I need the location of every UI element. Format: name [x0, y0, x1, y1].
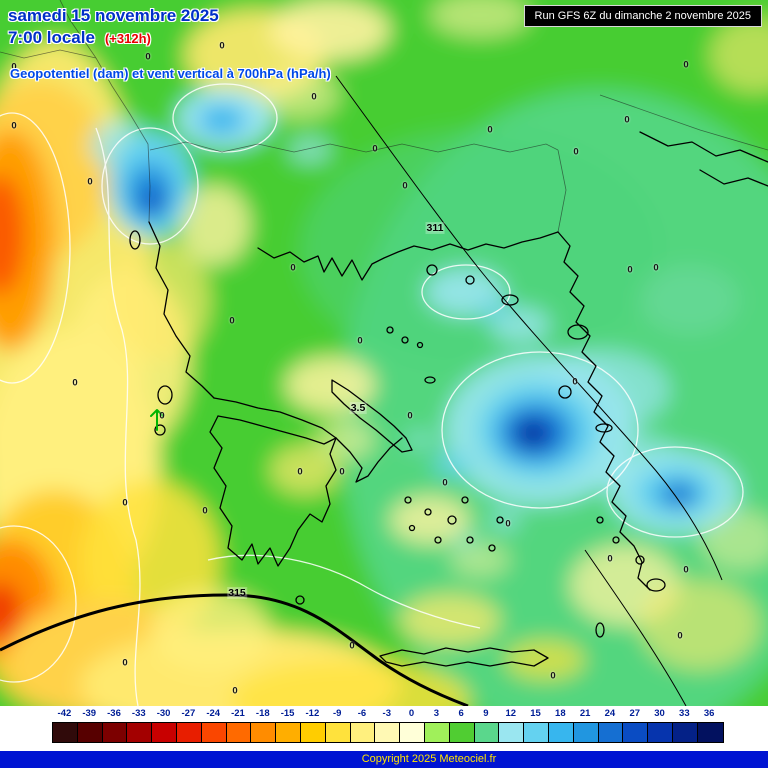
colorbar-tick: -42: [57, 708, 72, 719]
colorbar-cell: [176, 723, 202, 742]
colorbar-tick: -39: [82, 708, 97, 719]
colorbar-tick: -15: [280, 708, 295, 719]
map-image: 0 0 0 0 0 0 0 0 0 0 0 0 0 0 0 0 0 0 0 0 0 0 0 0 0 0 0 0 0 0 0 0 0 0 311 315…: [0, 0, 768, 706]
colorbar-cell: [400, 723, 425, 742]
colorbar-tick: 33: [679, 708, 690, 719]
colorbar-tick: -33: [131, 708, 146, 719]
colorbar-tick: 12: [505, 708, 517, 719]
colorbar-cell: [672, 723, 698, 742]
colorbar-cell: [697, 723, 723, 742]
colorbar-tick: -30: [156, 708, 171, 719]
colorbar-cell: [201, 723, 227, 742]
forecast-date: samedi 15 novembre 2025: [8, 6, 219, 25]
colorbar-cell: [375, 723, 401, 742]
colorbar-tick: 0: [408, 708, 415, 719]
colorbar-tick: 27: [629, 708, 641, 719]
colorbar: [52, 722, 724, 743]
colorbar-cell: [548, 723, 574, 742]
colorbar-cell: [474, 723, 500, 742]
colorbar-tick: -6: [357, 708, 367, 719]
colorbar-cell: [573, 723, 599, 742]
map-subtitle: Geopotentiel (dam) et vent vertical à 70…: [10, 66, 331, 81]
colorbar-cell: [251, 723, 277, 742]
coastlines: [129, 131, 768, 667]
colorbar-cell: [648, 723, 673, 742]
colorbar-tick: -36: [107, 708, 121, 719]
colorbar-tick: 21: [579, 708, 591, 719]
colorbar-tick: 6: [458, 708, 464, 719]
colorbar-cell: [127, 723, 153, 742]
colorbar-cell: [276, 723, 301, 742]
forecast-offset: (+312h): [104, 31, 151, 46]
colorbar-tick: -18: [255, 708, 270, 719]
geopotential-contours: [0, 75, 723, 706]
colorbar-cell: [598, 723, 624, 742]
colorbar-cell: [77, 723, 103, 742]
copyright-bar: Copyright 2025 Meteociel.fr: [0, 751, 768, 768]
colorbar-tick: 36: [703, 708, 715, 719]
colorbar-cell: [152, 723, 177, 742]
colorbar-tick: 24: [604, 708, 616, 719]
forecast-time-text: 7:00 locale: [8, 28, 95, 47]
colorbar-cell: [300, 723, 326, 742]
colorbar-tick: 9: [483, 708, 489, 719]
colorbar-cell: [623, 723, 649, 742]
colorbar-cell: [102, 723, 128, 742]
colorbar-tick: -24: [206, 708, 221, 719]
legend: -42 -39 -36 -33 -30 -27 -24 -21 -18 -15 -12 -9 -6 -3 0…: [0, 706, 768, 751]
colorbar-ticks: -42 -39 -36 -33 -30 -27 -24 -21 -18 -15 -12 -9 -6 -3 0…: [52, 708, 722, 719]
colorbar-tick: -3: [382, 708, 391, 719]
colorbar-tick: 18: [555, 708, 566, 719]
colorbar-cell: [53, 723, 78, 742]
forecast-time: 7:00 locale (+312h): [8, 28, 151, 48]
colorbar-cell: [499, 723, 525, 742]
colorbar-tick: -27: [181, 708, 196, 719]
map-svg: [0, 0, 768, 706]
colorbar-tick: 15: [530, 708, 541, 719]
colorbar-tick: 3: [433, 708, 439, 719]
colorbar-cell: [226, 723, 252, 742]
colorbar-tick: -21: [231, 708, 245, 719]
colorbar-cell: [524, 723, 549, 742]
colorbar-tick: -9: [332, 708, 342, 719]
colorbar-cell: [449, 723, 475, 742]
colorbar-tick: 30: [654, 708, 665, 719]
country-borders: [0, 0, 768, 233]
wind-arrow-icon: [150, 409, 164, 431]
zero-contours: [0, 83, 744, 706]
colorbar-cell: [424, 723, 450, 742]
colorbar-cell: [350, 723, 376, 742]
run-info-box: Run GFS 6Z du dimanche 2 novembre 2025: [523, 5, 762, 27]
colorbar-cell: [325, 723, 351, 742]
colorbar-tick: -12: [305, 708, 320, 719]
velocity-field: [0, 0, 768, 706]
